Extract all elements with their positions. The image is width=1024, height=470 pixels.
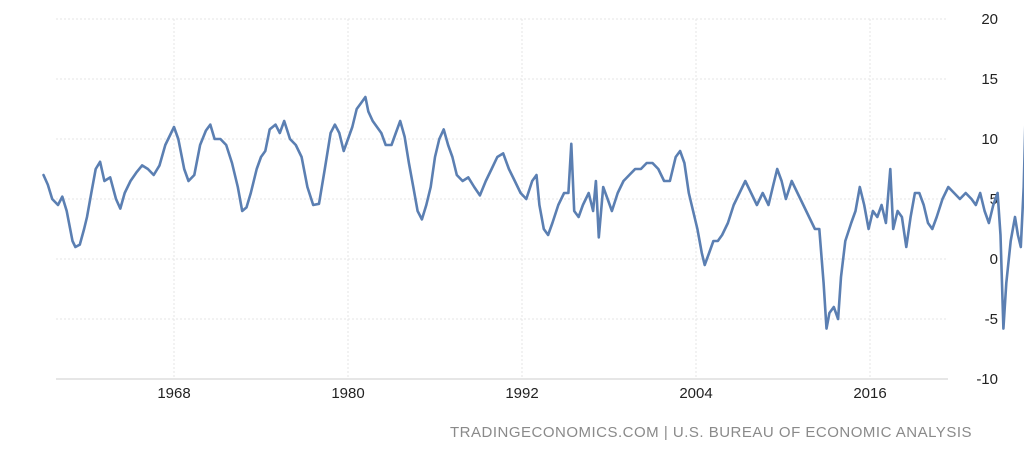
x-tick-label: 1992 [505, 385, 538, 402]
y-tick-label: 15 [981, 71, 998, 88]
y-tick-label: 20 [981, 11, 998, 28]
x-tick-label: 1968 [157, 385, 190, 402]
y-tick-label: -5 [985, 311, 998, 328]
x-tick-label: 2016 [853, 385, 886, 402]
x-tick-label: 1980 [331, 385, 364, 402]
source-credit: TRADINGECONOMICS.COM | U.S. BUREAU OF EC… [449, 424, 972, 441]
y-tick-label: 10 [981, 131, 998, 148]
series-line [42, 95, 1024, 330]
y-tick-label: -10 [976, 371, 998, 388]
y-tick-label: 5 [990, 191, 998, 208]
x-tick-label: 2004 [679, 385, 712, 402]
y-tick-label: 0 [990, 251, 998, 268]
